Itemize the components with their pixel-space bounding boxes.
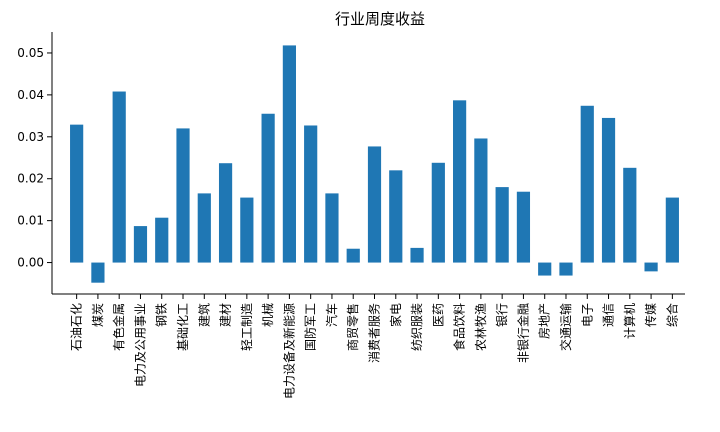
bar	[474, 138, 488, 263]
bar	[665, 197, 679, 263]
x-tick-label: 传媒	[643, 303, 658, 327]
bar	[91, 262, 105, 283]
x-tick-label: 交通运输	[558, 303, 573, 351]
x-tick-label: 石油石化	[70, 303, 84, 351]
x-tick-label: 有色金属	[111, 303, 126, 351]
y-tick-label: 0.04	[17, 88, 44, 102]
y-tick-label: 0.00	[17, 256, 44, 270]
x-tick-label: 钢铁	[155, 303, 169, 327]
bar	[601, 117, 616, 263]
x-tick-label: 国防军工	[303, 303, 318, 351]
bar	[282, 45, 296, 263]
x-tick-label: 基础化工	[176, 303, 190, 351]
bar	[218, 163, 233, 263]
bar	[70, 124, 84, 263]
x-tick-label: 计算机	[622, 303, 637, 339]
bar	[155, 217, 169, 263]
bar	[346, 248, 360, 263]
x-axis: 石油石化 煤炭 有色金属 电力及公用事业 钢铁 基础化工 建筑 建材 轻工制造 机械 电力设备及新能…	[52, 293, 685, 399]
x-tick-label: 机械	[260, 303, 275, 327]
x-tick-label: 建筑	[196, 303, 211, 327]
x-tick-label: 消费者服务	[367, 303, 382, 363]
x-tick-label: 银行	[495, 303, 509, 327]
bars	[70, 45, 679, 283]
chart-title: 行业周度收益	[335, 10, 425, 28]
bar	[623, 167, 637, 263]
x-tick-label: 建材	[219, 303, 233, 327]
bar	[538, 262, 552, 276]
bar	[453, 100, 467, 263]
x-tick-label: 食品饮料	[452, 303, 467, 351]
x-tick-label: 综合	[664, 303, 679, 327]
x-tick-label: 家电	[388, 303, 403, 327]
bar	[304, 125, 318, 263]
bar	[495, 187, 509, 263]
bar	[516, 191, 531, 263]
y-axis: 0.00 0.01 0.02 0.03 0.04 0.05	[17, 32, 53, 294]
bar	[389, 170, 403, 263]
bar	[325, 193, 339, 263]
bar	[112, 91, 126, 263]
x-tick-label: 农林牧渔	[474, 303, 488, 351]
y-tick-label: 0.01	[17, 214, 44, 228]
bar	[197, 193, 211, 263]
y-tick-label: 0.05	[17, 46, 44, 60]
x-tick-label: 轻工制造	[240, 303, 254, 351]
bar	[644, 262, 658, 272]
bar	[176, 128, 190, 263]
x-tick-label: 电力及公用事业	[133, 303, 147, 387]
x-tick-label: 商贸零售	[345, 303, 360, 351]
bar	[367, 146, 382, 263]
x-tick-label: 纺织服装	[410, 303, 424, 351]
y-tick-label: 0.02	[17, 172, 44, 186]
bar	[410, 247, 424, 263]
bar	[431, 162, 445, 263]
bar	[240, 197, 254, 263]
x-tick-label: 房地产	[537, 303, 552, 339]
bar	[580, 105, 594, 263]
x-tick-label: 医药	[431, 303, 445, 327]
x-tick-label: 煤炭	[91, 303, 105, 327]
bar	[261, 113, 275, 263]
x-tick-label: 汽车	[324, 303, 339, 327]
x-tick-label: 电子	[580, 303, 594, 327]
x-tick-label: 非银行金融	[515, 303, 530, 363]
bar	[133, 226, 148, 263]
x-tick-label: 电力设备及新能源	[281, 303, 296, 399]
bar	[559, 262, 573, 276]
x-tick-label: 通信	[602, 303, 616, 327]
y-tick-label: 0.03	[17, 130, 44, 144]
